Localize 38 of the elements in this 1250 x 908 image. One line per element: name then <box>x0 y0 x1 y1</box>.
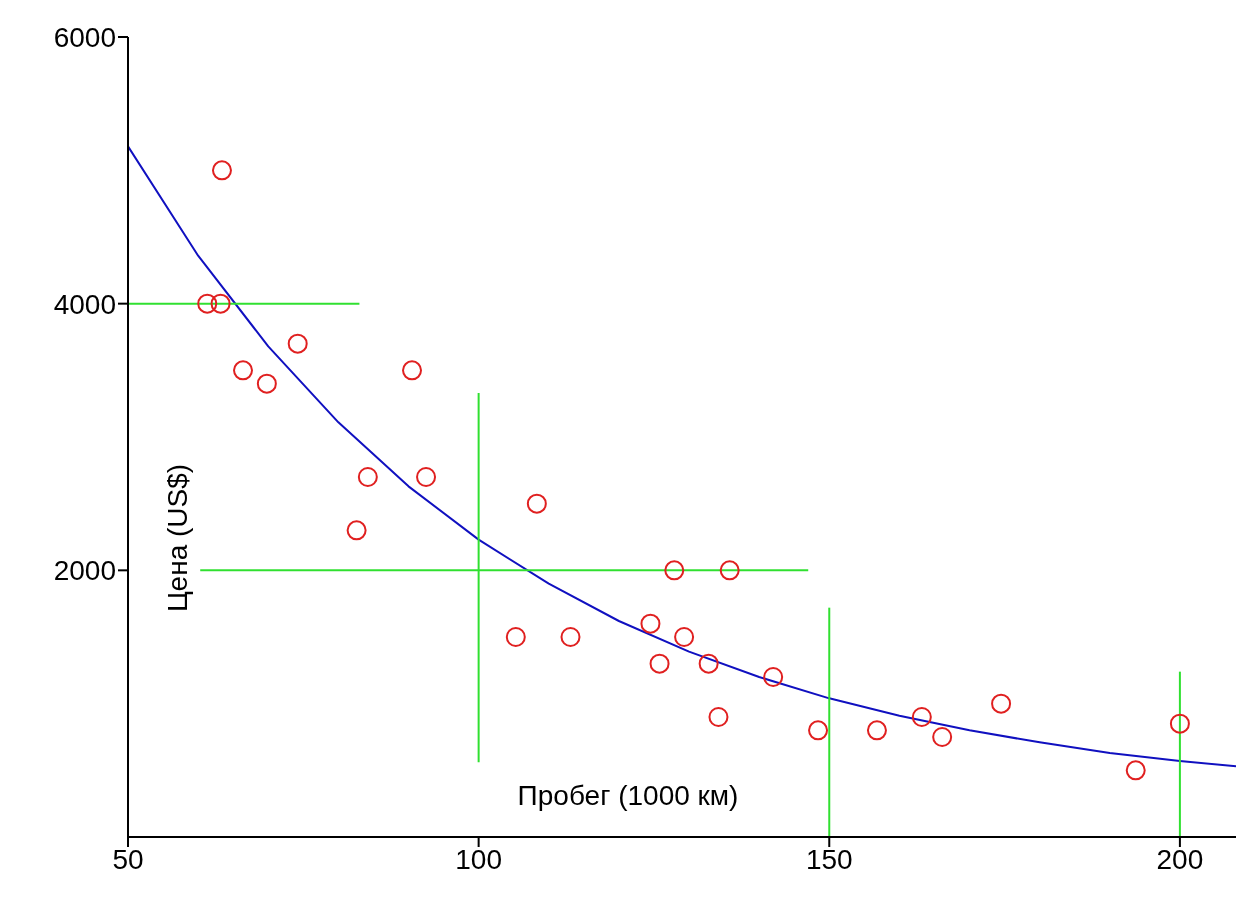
point <box>287 333 308 354</box>
y-axis-title: Цена (US$) <box>162 463 194 613</box>
x-axis-title: Пробег (1000 км) <box>517 780 739 812</box>
point <box>560 627 581 647</box>
point <box>505 627 526 647</box>
point <box>866 720 887 741</box>
y-tick-label: 6000 <box>53 21 116 53</box>
x-tick-label: 100 <box>455 843 502 875</box>
point <box>708 707 729 727</box>
point <box>256 373 277 394</box>
point <box>211 160 232 181</box>
point <box>911 707 932 727</box>
line-series <box>128 145 1236 768</box>
point <box>210 293 231 314</box>
point <box>346 520 367 541</box>
point <box>719 560 740 581</box>
point <box>526 493 547 514</box>
point <box>233 360 254 381</box>
point <box>402 360 423 381</box>
point <box>932 727 953 747</box>
point <box>674 627 695 647</box>
point <box>991 693 1012 714</box>
point <box>357 467 378 487</box>
point <box>1125 760 1146 781</box>
x-tick-label: 50 <box>112 843 144 875</box>
point <box>640 613 661 634</box>
point <box>808 720 829 741</box>
y-tick-label: 4000 <box>53 288 116 320</box>
x-tick-label: 150 <box>805 843 853 875</box>
y-tick-label: 2000 <box>53 555 116 587</box>
point <box>1169 713 1190 734</box>
x-tick-label: 200 <box>1156 843 1204 875</box>
point <box>664 560 685 581</box>
point <box>197 293 218 314</box>
point <box>763 667 784 687</box>
point <box>649 653 670 674</box>
point <box>698 653 719 674</box>
point <box>416 467 437 487</box>
